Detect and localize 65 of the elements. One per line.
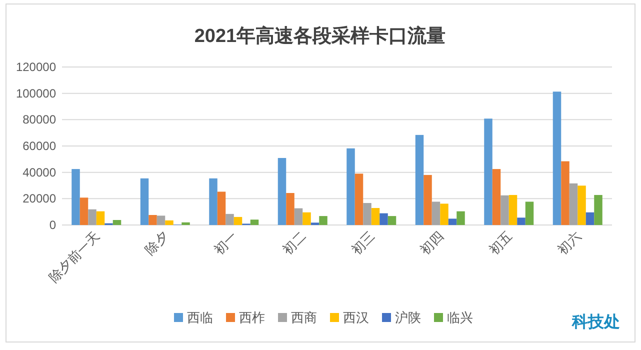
x-tick-label: 初二 <box>280 228 309 258</box>
bar <box>72 169 80 225</box>
y-tick-label: 60000 <box>22 139 56 153</box>
bar <box>96 211 105 225</box>
bar <box>346 148 355 225</box>
bar <box>492 169 501 225</box>
bar <box>112 220 122 225</box>
bar <box>156 216 166 225</box>
bar <box>424 174 432 225</box>
legend-label: 西汉 <box>343 310 369 325</box>
bar <box>363 203 372 225</box>
bar <box>586 212 594 225</box>
bar <box>456 211 465 225</box>
legend-label: 沪陕 <box>395 310 421 325</box>
y-tick-label: 100000 <box>16 86 56 100</box>
legend-label: 临兴 <box>447 310 473 325</box>
bar <box>525 202 534 225</box>
x-tick-label: 初四 <box>417 228 446 258</box>
x-tick-label: 初三 <box>348 228 378 258</box>
bar <box>517 218 526 225</box>
y-tick-label: 120000 <box>16 60 56 74</box>
bar <box>182 222 190 225</box>
bar <box>234 216 242 225</box>
legend-label: 西柞 <box>239 310 265 325</box>
bar <box>484 118 492 225</box>
legend-label: 西临 <box>187 310 213 325</box>
x-tick-label: 初五 <box>486 228 515 258</box>
bar <box>278 158 286 225</box>
bar <box>148 214 157 225</box>
bar <box>500 195 509 225</box>
x-tick-label: 除夕 <box>142 228 172 258</box>
bar <box>302 212 311 225</box>
bar <box>226 214 234 225</box>
bar <box>140 178 149 225</box>
y-tick-label: 20000 <box>22 192 56 206</box>
x-tick-label: 初六 <box>554 228 584 258</box>
bar <box>319 216 328 225</box>
bar <box>380 213 388 225</box>
bar <box>448 218 457 225</box>
bar <box>594 194 602 225</box>
bar <box>250 220 259 225</box>
bar <box>371 208 380 225</box>
legend-label: 西商 <box>291 310 317 325</box>
bar <box>415 134 424 225</box>
bar <box>561 161 570 225</box>
x-tick-label: 初一 <box>211 228 240 258</box>
bar <box>80 198 88 225</box>
bar <box>440 204 448 225</box>
bar <box>286 193 294 225</box>
y-tick-label: 40000 <box>22 165 56 180</box>
bar <box>578 186 586 225</box>
y-tick-label: 80000 <box>22 112 56 127</box>
bar <box>165 220 174 225</box>
bar <box>88 209 96 225</box>
bar <box>432 202 440 225</box>
text: 科技处 <box>571 312 620 331</box>
bar <box>217 192 226 225</box>
bar <box>294 208 303 225</box>
bar <box>209 178 218 225</box>
chart-title: 2021年高速各段采样卡口流量 <box>194 25 446 47</box>
bar <box>388 216 396 225</box>
bar <box>552 92 562 225</box>
bar <box>354 174 364 225</box>
bar <box>569 183 578 225</box>
bar <box>508 194 518 225</box>
